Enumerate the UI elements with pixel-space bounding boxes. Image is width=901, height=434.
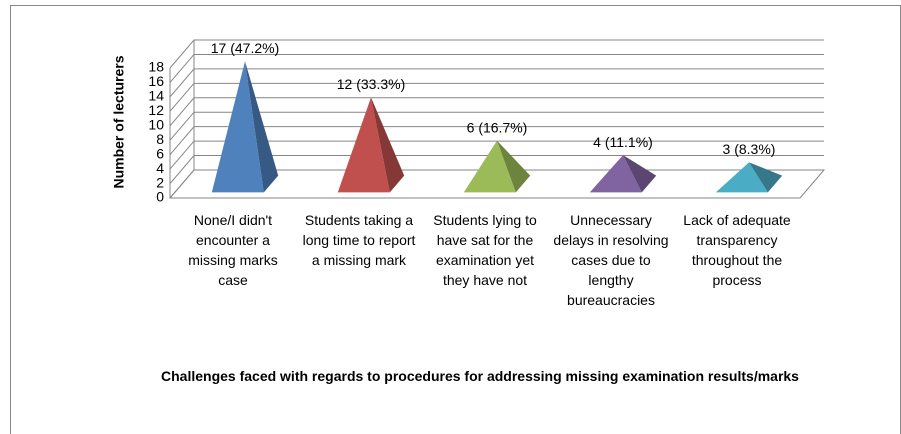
y-tick-label: 10 bbox=[148, 116, 164, 132]
y-tick-label: 16 bbox=[148, 73, 164, 89]
pyramid-front bbox=[337, 97, 390, 193]
y-tick-label: 6 bbox=[156, 145, 164, 161]
y-tick-label: 8 bbox=[156, 131, 164, 147]
data-label: 17 (47.2%) bbox=[211, 40, 279, 56]
pyramid-front bbox=[211, 61, 264, 193]
x-axis-title: Challenges faced with regards to procedu… bbox=[161, 368, 799, 384]
pyramid-side bbox=[371, 97, 405, 193]
data-label: 3 (8.3%) bbox=[723, 141, 776, 157]
x-tick-label: None/I didn't encounter a missing marks … bbox=[188, 212, 278, 288]
y-tick-label: 4 bbox=[156, 160, 164, 176]
pyramid-side bbox=[749, 162, 783, 193]
x-tick-label: Students lying to have sat for the exami… bbox=[433, 212, 537, 288]
y-tick-label: 2 bbox=[156, 174, 164, 190]
pyramid-side bbox=[245, 61, 279, 193]
x-tick-label: Lack of adequate transparency throughout… bbox=[683, 212, 791, 288]
data-label: 12 (33.3%) bbox=[337, 76, 405, 92]
pyramid-front bbox=[715, 162, 768, 193]
pyramid-front bbox=[589, 155, 642, 193]
y-tick-label: 0 bbox=[156, 189, 164, 205]
y-tick-label: 14 bbox=[148, 88, 164, 104]
data-label: 6 (16.7%) bbox=[467, 119, 528, 135]
pyramid-side bbox=[497, 140, 531, 193]
pyramid-side bbox=[623, 155, 657, 193]
x-tick-label: Students taking a long time to report a … bbox=[302, 212, 416, 268]
y-tick-label: 12 bbox=[148, 102, 164, 118]
floor bbox=[168, 169, 826, 199]
y-tick-label: 18 bbox=[148, 59, 164, 75]
y-axis-title: Number of lecturers bbox=[111, 55, 127, 188]
x-tick-label: Unnecessary delays in resolving cases du… bbox=[553, 212, 669, 308]
pyramid-front bbox=[463, 140, 516, 193]
data-label: 4 (11.1%) bbox=[593, 134, 653, 150]
